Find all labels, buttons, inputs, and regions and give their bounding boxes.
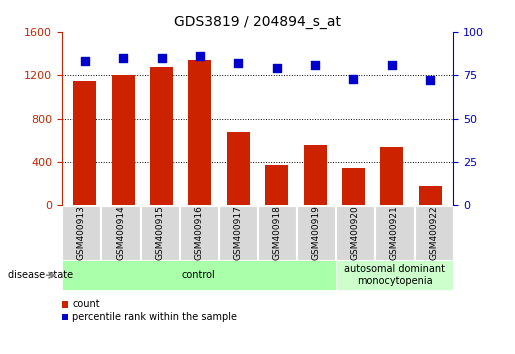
Point [426, 78, 434, 83]
Bar [297, 206, 335, 260]
Text: control: control [182, 270, 216, 280]
Text: count: count [72, 299, 100, 309]
Text: autosomal dominant
monocytopenia: autosomal dominant monocytopenia [344, 264, 445, 286]
Bar [62, 260, 336, 290]
Bar [180, 206, 218, 260]
Bar [336, 260, 453, 290]
Point [388, 62, 396, 68]
Text: GSM400914: GSM400914 [116, 205, 125, 260]
Text: GSM400915: GSM400915 [155, 205, 164, 260]
Bar [73, 81, 96, 205]
Bar [62, 314, 68, 320]
Bar [258, 206, 296, 260]
Text: GSM400922: GSM400922 [429, 205, 438, 260]
Bar [336, 206, 374, 260]
Bar [112, 75, 135, 205]
Point [196, 53, 204, 59]
Bar [380, 147, 403, 205]
Text: GSM400917: GSM400917 [233, 205, 243, 260]
Bar [227, 132, 250, 205]
Bar [188, 60, 212, 205]
Text: GSM400916: GSM400916 [194, 205, 203, 260]
Bar [375, 206, 414, 260]
Bar [150, 67, 173, 205]
Text: GSM400919: GSM400919 [312, 205, 321, 260]
Text: disease state: disease state [8, 270, 73, 280]
Bar [342, 169, 365, 205]
Point [119, 55, 127, 61]
Text: GSM400920: GSM400920 [351, 205, 360, 260]
Bar [415, 206, 453, 260]
Bar [265, 165, 288, 205]
Text: GSM400921: GSM400921 [390, 205, 399, 260]
Point [311, 62, 319, 68]
Bar [141, 206, 179, 260]
Bar [419, 186, 442, 205]
Text: GSM400918: GSM400918 [272, 205, 282, 260]
Title: GDS3819 / 204894_s_at: GDS3819 / 204894_s_at [174, 16, 341, 29]
Point [81, 58, 89, 64]
Bar [62, 301, 68, 308]
Point [158, 55, 166, 61]
Bar [101, 206, 140, 260]
Bar [219, 206, 257, 260]
Point [234, 60, 243, 66]
Bar [62, 206, 100, 260]
Point [272, 65, 281, 71]
Text: percentile rank within the sample: percentile rank within the sample [72, 312, 237, 322]
Text: GSM400913: GSM400913 [77, 205, 86, 260]
Bar [303, 144, 327, 205]
Point [349, 76, 357, 81]
